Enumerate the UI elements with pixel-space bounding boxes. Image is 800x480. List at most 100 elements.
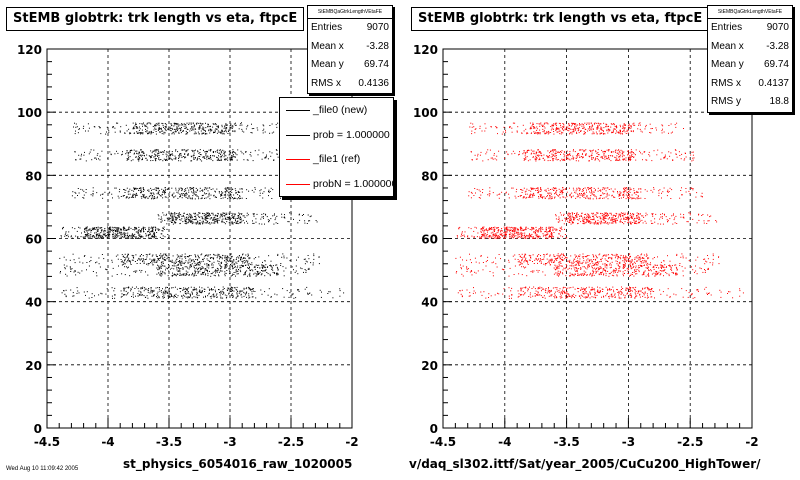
- data-point: [127, 159, 129, 160]
- data-point: [555, 122, 556, 124]
- data-point: [157, 259, 159, 260]
- data-point: [116, 274, 118, 275]
- data-point: [703, 220, 705, 222]
- data-point: [227, 256, 229, 258]
- data-point: [136, 270, 138, 272]
- data-point: [171, 287, 173, 289]
- data-point: [181, 156, 183, 158]
- data-point: [194, 216, 196, 218]
- data-point: [124, 228, 126, 229]
- data-point: [619, 155, 620, 157]
- data-point: [121, 153, 123, 155]
- data-point: [108, 228, 110, 230]
- data-point: [162, 235, 164, 237]
- data-point: [75, 235, 77, 237]
- data-point: [165, 290, 167, 292]
- data-point: [268, 191, 269, 192]
- data-point: [574, 191, 576, 193]
- data-point: [195, 274, 197, 276]
- data-point: [189, 216, 191, 218]
- data-point: [150, 187, 152, 189]
- data-point: [591, 125, 593, 127]
- data-point: [685, 188, 687, 189]
- data-point: [225, 265, 226, 267]
- data-point: [608, 158, 610, 160]
- data-point: [576, 217, 578, 218]
- data-point: [614, 156, 616, 158]
- data-point: [623, 187, 625, 189]
- data-point: [79, 128, 80, 130]
- data-point: [224, 212, 226, 214]
- data-point: [229, 156, 231, 158]
- data-point: [142, 159, 143, 160]
- data-point: [221, 258, 223, 260]
- data-point: [526, 132, 528, 134]
- data-point: [172, 274, 174, 276]
- data-point: [80, 155, 82, 157]
- data-point: [222, 254, 224, 256]
- data-point: [270, 264, 271, 266]
- data-point: [218, 274, 219, 276]
- data-point: [280, 264, 282, 266]
- data-point: [179, 223, 181, 225]
- data-point: [168, 270, 170, 272]
- data-point: [182, 130, 184, 132]
- data-point: [187, 213, 189, 215]
- data-point: [173, 297, 175, 299]
- data-point: [219, 292, 220, 293]
- data-point: [140, 288, 142, 290]
- data-point: [594, 190, 596, 192]
- data-point: [140, 271, 142, 273]
- data-point: [616, 158, 618, 160]
- data-point: [623, 151, 625, 153]
- data-point: [209, 296, 211, 298]
- data-point: [295, 297, 297, 299]
- data-point: [223, 127, 225, 129]
- data-point: [188, 221, 190, 223]
- data-point: [301, 268, 303, 270]
- data-point: [608, 155, 610, 156]
- data-point: [229, 258, 231, 260]
- data-point: [215, 128, 217, 130]
- data-point: [199, 267, 201, 269]
- data-point: [93, 149, 95, 151]
- data-point: [241, 152, 243, 154]
- data-point: [163, 190, 165, 191]
- data-point: [199, 187, 201, 189]
- data-point: [475, 128, 477, 130]
- data-point: [123, 232, 125, 234]
- data-point: [242, 262, 244, 264]
- data-point: [304, 222, 306, 224]
- data-point: [636, 212, 638, 214]
- data-point: [126, 150, 128, 152]
- data-point: [715, 220, 717, 221]
- data-point: [127, 234, 129, 236]
- data-point: [267, 219, 269, 221]
- data-point: [216, 270, 218, 272]
- data-point: [149, 292, 151, 294]
- data-point: [161, 261, 163, 263]
- data-point: [616, 126, 617, 127]
- data-point: [124, 287, 126, 289]
- data-point: [622, 191, 624, 193]
- data-point: [318, 256, 320, 258]
- data-point: [478, 189, 480, 191]
- data-point: [183, 190, 185, 192]
- data-point: [592, 198, 594, 200]
- data-point: [657, 223, 659, 225]
- data-point: [635, 159, 637, 161]
- data-point: [666, 219, 668, 221]
- data-point: [673, 213, 674, 215]
- data-point: [234, 287, 236, 289]
- data-point: [625, 133, 627, 134]
- data-point: [79, 227, 81, 229]
- data-point: [491, 157, 493, 159]
- data-point: [173, 261, 175, 263]
- data-point: [165, 159, 167, 161]
- data-point: [151, 189, 152, 191]
- data-point: [148, 229, 150, 231]
- stats-row-mean-y: Mean y 69.74: [311, 59, 389, 70]
- data-point: [598, 124, 600, 126]
- data-point: [213, 274, 215, 276]
- data-point: [134, 195, 136, 197]
